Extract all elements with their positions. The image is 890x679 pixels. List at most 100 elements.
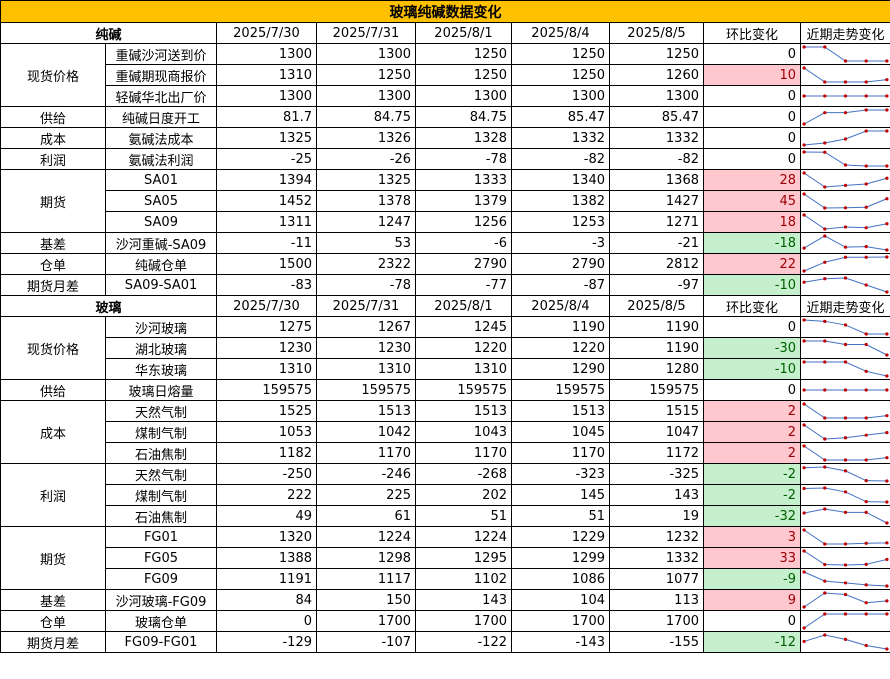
trend-sparkline <box>802 633 889 651</box>
value-cell: 1513 <box>316 400 416 422</box>
sparkline-point <box>864 129 868 133</box>
item-cell: 煤制气制 <box>105 421 217 443</box>
value-cell: 1340 <box>511 169 610 191</box>
value-cell: -323 <box>511 463 610 485</box>
value-cell: 1295 <box>415 547 512 569</box>
value-cell: 84.75 <box>316 106 416 128</box>
value-cell: 1388 <box>216 547 317 569</box>
value-cell: 1245 <box>415 316 512 338</box>
sparkline-point <box>864 388 868 392</box>
sparkline-point <box>823 388 827 392</box>
value-cell: 85.47 <box>609 106 704 128</box>
trend-sparkline <box>802 192 889 210</box>
value-cell: 159575 <box>415 379 512 401</box>
value-cell: 1170 <box>316 442 416 464</box>
sparkline-point <box>885 255 889 259</box>
trend-sparkline <box>802 612 889 630</box>
sparkline-point <box>885 414 889 418</box>
value-cell: 1230 <box>316 337 416 359</box>
item-cell: 天然气制 <box>105 400 217 422</box>
sparkline-point <box>802 269 806 273</box>
trend-cell <box>800 127 890 149</box>
table-row: 供给 纯碱日度开工 81.7 84.75 84.75 85.47 85.47 0 <box>0 106 890 128</box>
sparkline-point <box>864 80 868 84</box>
sparkline-point <box>885 431 889 435</box>
sparkline-point <box>823 458 827 462</box>
sparkline-line <box>803 403 887 419</box>
sparkline-point <box>885 94 889 98</box>
item-cell: 玻璃仓单 <box>105 610 217 632</box>
value-cell: 150 <box>316 589 416 611</box>
value-cell: -143 <box>511 631 610 653</box>
trend-cell <box>800 148 890 170</box>
value-cell: -97 <box>609 274 704 296</box>
sparkline-point <box>823 465 827 469</box>
change-cell: 0 <box>703 106 801 128</box>
value-cell: 1190 <box>511 316 610 338</box>
sparkline-point <box>885 388 889 392</box>
sparkline-point <box>843 80 848 84</box>
value-cell: 49 <box>216 505 317 527</box>
sparkline-point <box>802 213 806 217</box>
change-header: 环比变化 <box>703 22 801 44</box>
value-cell: 1299 <box>511 547 610 569</box>
value-cell: 1190 <box>609 316 704 338</box>
item-cell: FG01 <box>105 526 217 548</box>
sparkline-point <box>802 192 806 196</box>
sparkline-point <box>802 360 806 364</box>
trend-sparkline <box>802 591 889 609</box>
value-cell: 159575 <box>511 379 610 401</box>
value-cell: 1378 <box>316 190 416 212</box>
sparkline-point <box>843 510 848 514</box>
date-header: 2025/7/31 <box>316 295 416 317</box>
trend-sparkline <box>802 423 889 441</box>
trend-sparkline <box>802 108 889 126</box>
sparkline-line <box>804 46 887 62</box>
sparkline-point <box>864 59 868 63</box>
sparkline-point <box>864 612 868 616</box>
value-cell: 1300 <box>216 43 317 65</box>
date-header: 2025/8/1 <box>415 295 512 317</box>
value-cell: 202 <box>415 484 512 506</box>
sparkline-point <box>802 150 806 154</box>
value-cell: 1513 <box>511 400 610 422</box>
value-cell: 1325 <box>316 169 416 191</box>
value-cell: 1333 <box>415 169 512 191</box>
category-cell: 利润 <box>0 148 106 170</box>
trend-sparkline <box>802 129 889 147</box>
sparkline-line <box>803 550 888 566</box>
value-cell: 1300 <box>609 85 704 107</box>
sparkline-point <box>843 612 848 616</box>
sparkline-point <box>802 94 806 98</box>
category-cell: 基差 <box>0 589 106 611</box>
data-table: 玻璃纯碱数据变化 纯碱 2025/7/30 2025/7/31 2025/8/1 202… <box>0 0 890 653</box>
item-cell: 氨碱法成本 <box>105 127 217 149</box>
sparkline-point <box>823 80 827 84</box>
sparkline-point <box>823 542 827 546</box>
table-row: 仓单 纯碱仓单 1500 2322 2790 2790 2812 22 <box>0 253 890 275</box>
sparkline-point <box>843 342 848 347</box>
change-cell: 0 <box>703 127 801 149</box>
change-cell: 0 <box>703 316 801 338</box>
item-cell: SA09 <box>105 211 217 233</box>
value-cell: 1700 <box>316 610 416 632</box>
value-cell: 1053 <box>216 421 317 443</box>
value-cell: 1300 <box>216 85 317 107</box>
table-row: 利润 天然气制 -250 -246 -268 -323 -325 -2 <box>0 463 890 527</box>
category-cell: 期货 <box>0 169 106 233</box>
table-row: 期货月差 SA09-SA01 -83 -78 -77 -87 -97 -10 <box>0 274 890 296</box>
trend-sparkline <box>802 528 889 546</box>
trend-sparkline <box>802 549 889 567</box>
change-cell: 2 <box>703 442 801 464</box>
value-cell: 1310 <box>216 358 317 380</box>
category-cell: 期货 <box>0 526 106 590</box>
sparkline-point <box>885 479 889 483</box>
value-cell: 1300 <box>316 43 416 65</box>
value-cell: -129 <box>216 631 317 653</box>
sparkline-point <box>885 374 889 378</box>
trend-cell <box>800 631 890 653</box>
change-header: 环比变化 <box>703 295 801 317</box>
item-cell: 氨碱法利润 <box>105 148 217 170</box>
sparkline-point <box>823 633 827 637</box>
value-cell: 1224 <box>415 526 512 548</box>
